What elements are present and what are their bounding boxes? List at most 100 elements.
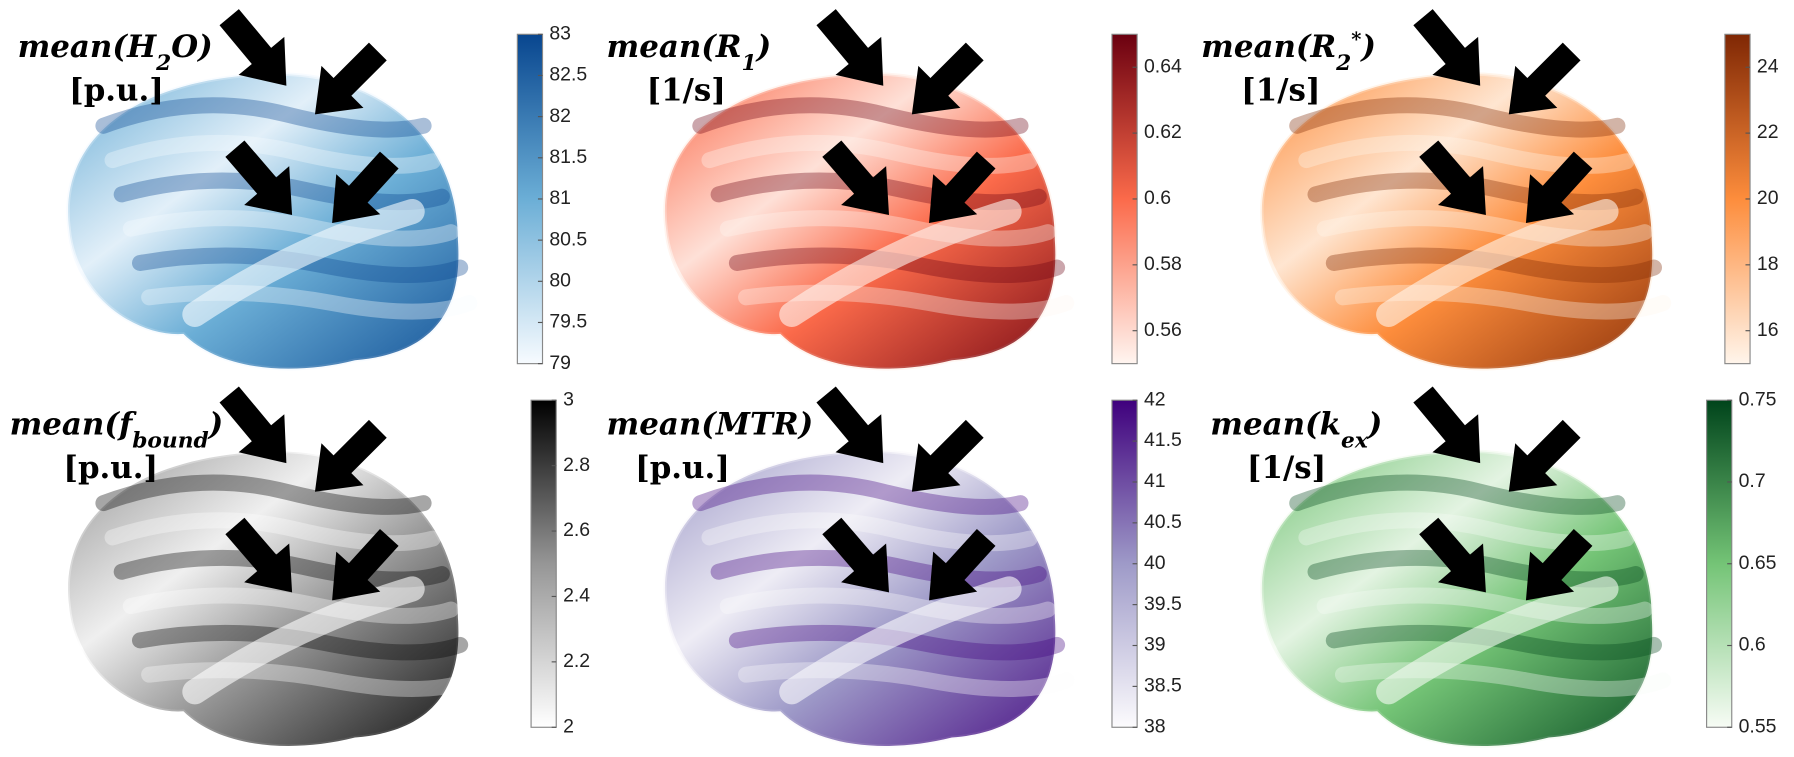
colorbar-tick-label: 2.2	[563, 650, 590, 672]
title-part: ex	[1341, 428, 1369, 453]
title-part: mean(k	[1210, 407, 1341, 443]
title-part: 2	[1335, 51, 1351, 76]
gyrus	[1298, 512, 1635, 552]
arrow	[332, 528, 399, 601]
colorbar-tick-label: 83	[549, 22, 571, 44]
arrow	[314, 42, 387, 115]
colorbar-tick-label: 0.56	[1144, 319, 1182, 341]
gyrus	[95, 97, 432, 138]
arrow	[1419, 140, 1486, 215]
title-part: )	[207, 407, 224, 443]
gyrus	[1289, 474, 1626, 515]
arrow	[219, 386, 287, 464]
colorbar-tick-label: 79	[549, 352, 571, 374]
gyrus	[131, 247, 469, 284]
colorbar-tick-label: 80.5	[549, 228, 587, 250]
gyrus	[122, 210, 460, 247]
colorbar-tick-label: 0.64	[1144, 55, 1182, 77]
temporal-lobe	[182, 576, 425, 705]
colorbar-tick-label: 16	[1757, 319, 1779, 341]
arrow	[822, 140, 889, 215]
colorbar-tick-label: 2	[563, 715, 574, 737]
title-part: O)	[171, 29, 212, 65]
title-part: mean(MTR)	[607, 407, 814, 443]
arrow	[1419, 517, 1486, 593]
panel: mean(MTR) [p.u.] 38 38.5 39 39.5 40 40.5 41 41.5 4…	[607, 386, 1182, 748]
colorbar-tick-label: 38.5	[1144, 675, 1182, 697]
gyrus	[738, 662, 1075, 697]
arrow	[1413, 9, 1481, 86]
colorbar-tick-label: 41	[1144, 470, 1166, 492]
colorbar-tick-label: 3	[563, 388, 574, 410]
colorbar-tick-label: 2.8	[563, 454, 590, 476]
gyrus	[738, 284, 1075, 320]
gyrus	[1325, 247, 1663, 284]
colorbar-tick-label: 2.6	[563, 519, 590, 541]
colorbar-tick-label: 80	[549, 269, 571, 291]
gyrus	[1325, 624, 1663, 661]
gyrus	[141, 284, 478, 320]
colorbar-tick-label: 82.5	[549, 64, 587, 86]
colorbar	[530, 399, 557, 728]
temporal-lobe	[1376, 198, 1619, 328]
colorbar-tick-label: 0.55	[1739, 715, 1777, 737]
panel: mean(fbound)[p.u.]22.22.42.62.83	[10, 386, 590, 748]
brain-shade	[664, 73, 1056, 369]
colorbar-tick-label: 79.5	[549, 311, 587, 333]
colorbar-tick-label: 42	[1144, 388, 1166, 410]
temporal-lobe	[182, 198, 425, 328]
title-part: )	[755, 29, 772, 65]
colorbar-tick-label: 40.5	[1144, 511, 1182, 533]
colorbar-tick-label: 0.62	[1144, 121, 1182, 143]
gyrus	[1334, 284, 1672, 320]
colorbar-tick-label: 2.4	[563, 585, 590, 607]
brain-shade	[68, 73, 459, 369]
colorbar-tick-label: 82	[549, 105, 571, 127]
colorbar-tick-label: 24	[1757, 55, 1779, 77]
gyrus	[1334, 662, 1672, 697]
panel-title: mean(kex)	[1210, 407, 1382, 454]
arrow	[219, 9, 287, 86]
arrow	[1508, 42, 1581, 115]
colorbar-tick-label: 0.6	[1739, 634, 1766, 656]
temporal-lobe	[779, 576, 1022, 705]
brain-shade	[68, 451, 459, 746]
gyrus	[692, 474, 1029, 515]
colorbar-tick-label: 40	[1144, 552, 1166, 574]
panel-title: mean(MTR)	[607, 407, 814, 443]
gyrus	[719, 210, 1056, 247]
gyrus	[1316, 587, 1653, 624]
arrow	[911, 42, 984, 115]
title-part: mean(H	[18, 29, 157, 65]
panel-units: [p.u.]	[63, 450, 158, 486]
gyrus	[122, 587, 460, 624]
gyrus	[104, 512, 441, 552]
title-part: *	[1351, 28, 1361, 51]
panel-units: [1/s]	[647, 73, 726, 109]
arrow	[1413, 386, 1481, 464]
temporal-lobe	[1376, 576, 1619, 705]
temporal-lobe	[779, 198, 1022, 328]
panel-title: mean(R2*)	[1201, 28, 1376, 76]
colorbar-tick-label: 41.5	[1144, 429, 1182, 451]
colorbar-tick-label: 81.5	[549, 146, 587, 168]
gyrus	[95, 474, 432, 515]
brain-shade	[1261, 451, 1653, 746]
arrow	[911, 419, 984, 492]
title-part: 1	[742, 51, 757, 76]
arrow	[225, 517, 293, 593]
gyrus	[692, 97, 1029, 138]
brain-shade	[1261, 73, 1653, 369]
panel-units: [1/s]	[1247, 450, 1326, 486]
panel-title: mean(R1)	[607, 29, 772, 76]
title-part: 2	[155, 51, 171, 76]
gyrus	[701, 512, 1038, 552]
panel: mean(H2O)[p.u.] 79 79.5 80 80.5 81 81.5 82 82.5 8…	[18, 9, 587, 374]
colorbar-tick-label: 0.6	[1144, 187, 1171, 209]
arrow	[822, 517, 889, 593]
arrow	[1525, 151, 1593, 223]
panel-units: [1/s]	[1241, 73, 1320, 109]
colorbar-tick-label: 18	[1757, 253, 1779, 275]
arrow	[225, 140, 293, 215]
